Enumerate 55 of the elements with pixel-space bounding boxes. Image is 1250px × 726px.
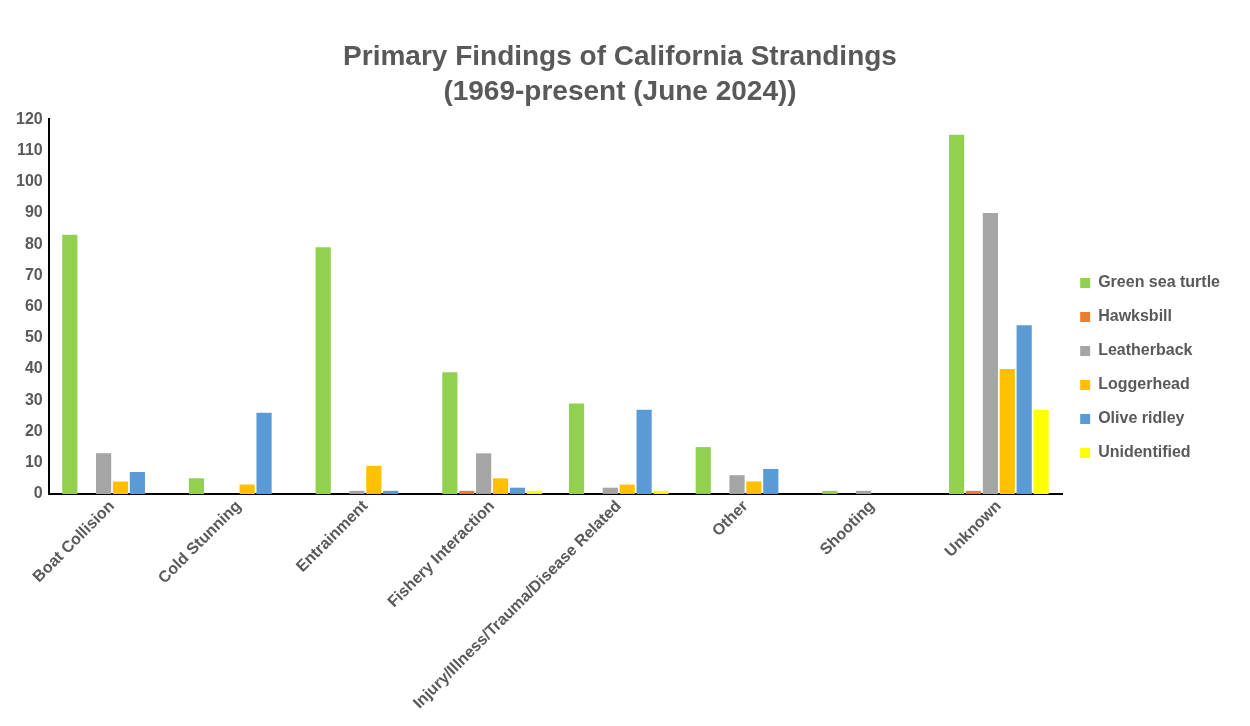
bar [526,490,542,494]
y-tick-label: 50 [24,328,43,346]
bar [256,412,272,494]
y-tick-label: 120 [15,109,43,127]
legend-label: Leatherback [1098,341,1193,359]
legend-label: Unidentified [1098,443,1191,461]
legend-label: Olive ridley [1098,409,1185,427]
bar [112,481,129,494]
bar [982,212,998,494]
y-tick-label: 100 [15,172,43,190]
y-tick-label: 30 [24,390,43,408]
bar [442,372,458,494]
bar [239,484,255,494]
bar [746,481,762,494]
bar [492,478,509,494]
legend-label: Hawksbill [1098,307,1172,325]
bar [822,490,838,494]
bar [366,465,382,494]
bar [509,487,526,494]
y-tick-label: 70 [24,265,43,283]
y-tick-label: 110 [16,140,43,158]
bar [729,475,745,494]
chart-title: Primary Findings of California Strandings [343,39,897,71]
bar [602,487,618,494]
y-tick-label: 20 [24,421,43,439]
bar [129,472,145,494]
y-tick-label: 10 [24,453,43,471]
bar [999,369,1015,494]
bar [856,490,872,494]
bar [1033,409,1049,494]
bar [62,234,78,494]
y-tick-label: 60 [24,296,43,314]
bar [95,453,112,494]
bar [349,490,365,494]
y-tick-label: 40 [24,359,43,377]
bar [476,453,492,494]
bar [568,403,585,494]
bar [188,478,205,494]
bar [619,484,635,494]
bar [459,490,475,494]
bar [695,447,711,494]
bar [636,409,652,494]
bar [763,468,779,494]
legend-label: Green sea turtle [1098,273,1221,291]
y-tick-label: 0 [33,484,43,502]
bar [965,490,982,494]
bar [383,490,399,494]
y-tick-label: 80 [24,234,43,252]
y-tick-label: 90 [24,203,43,221]
bar [315,247,331,494]
chart-subtitle: (1969-present (June 2024)) [443,75,797,107]
bar [1016,325,1032,494]
bar [653,490,669,494]
bar [949,134,965,494]
legend-label: Loggerhead [1098,375,1190,393]
